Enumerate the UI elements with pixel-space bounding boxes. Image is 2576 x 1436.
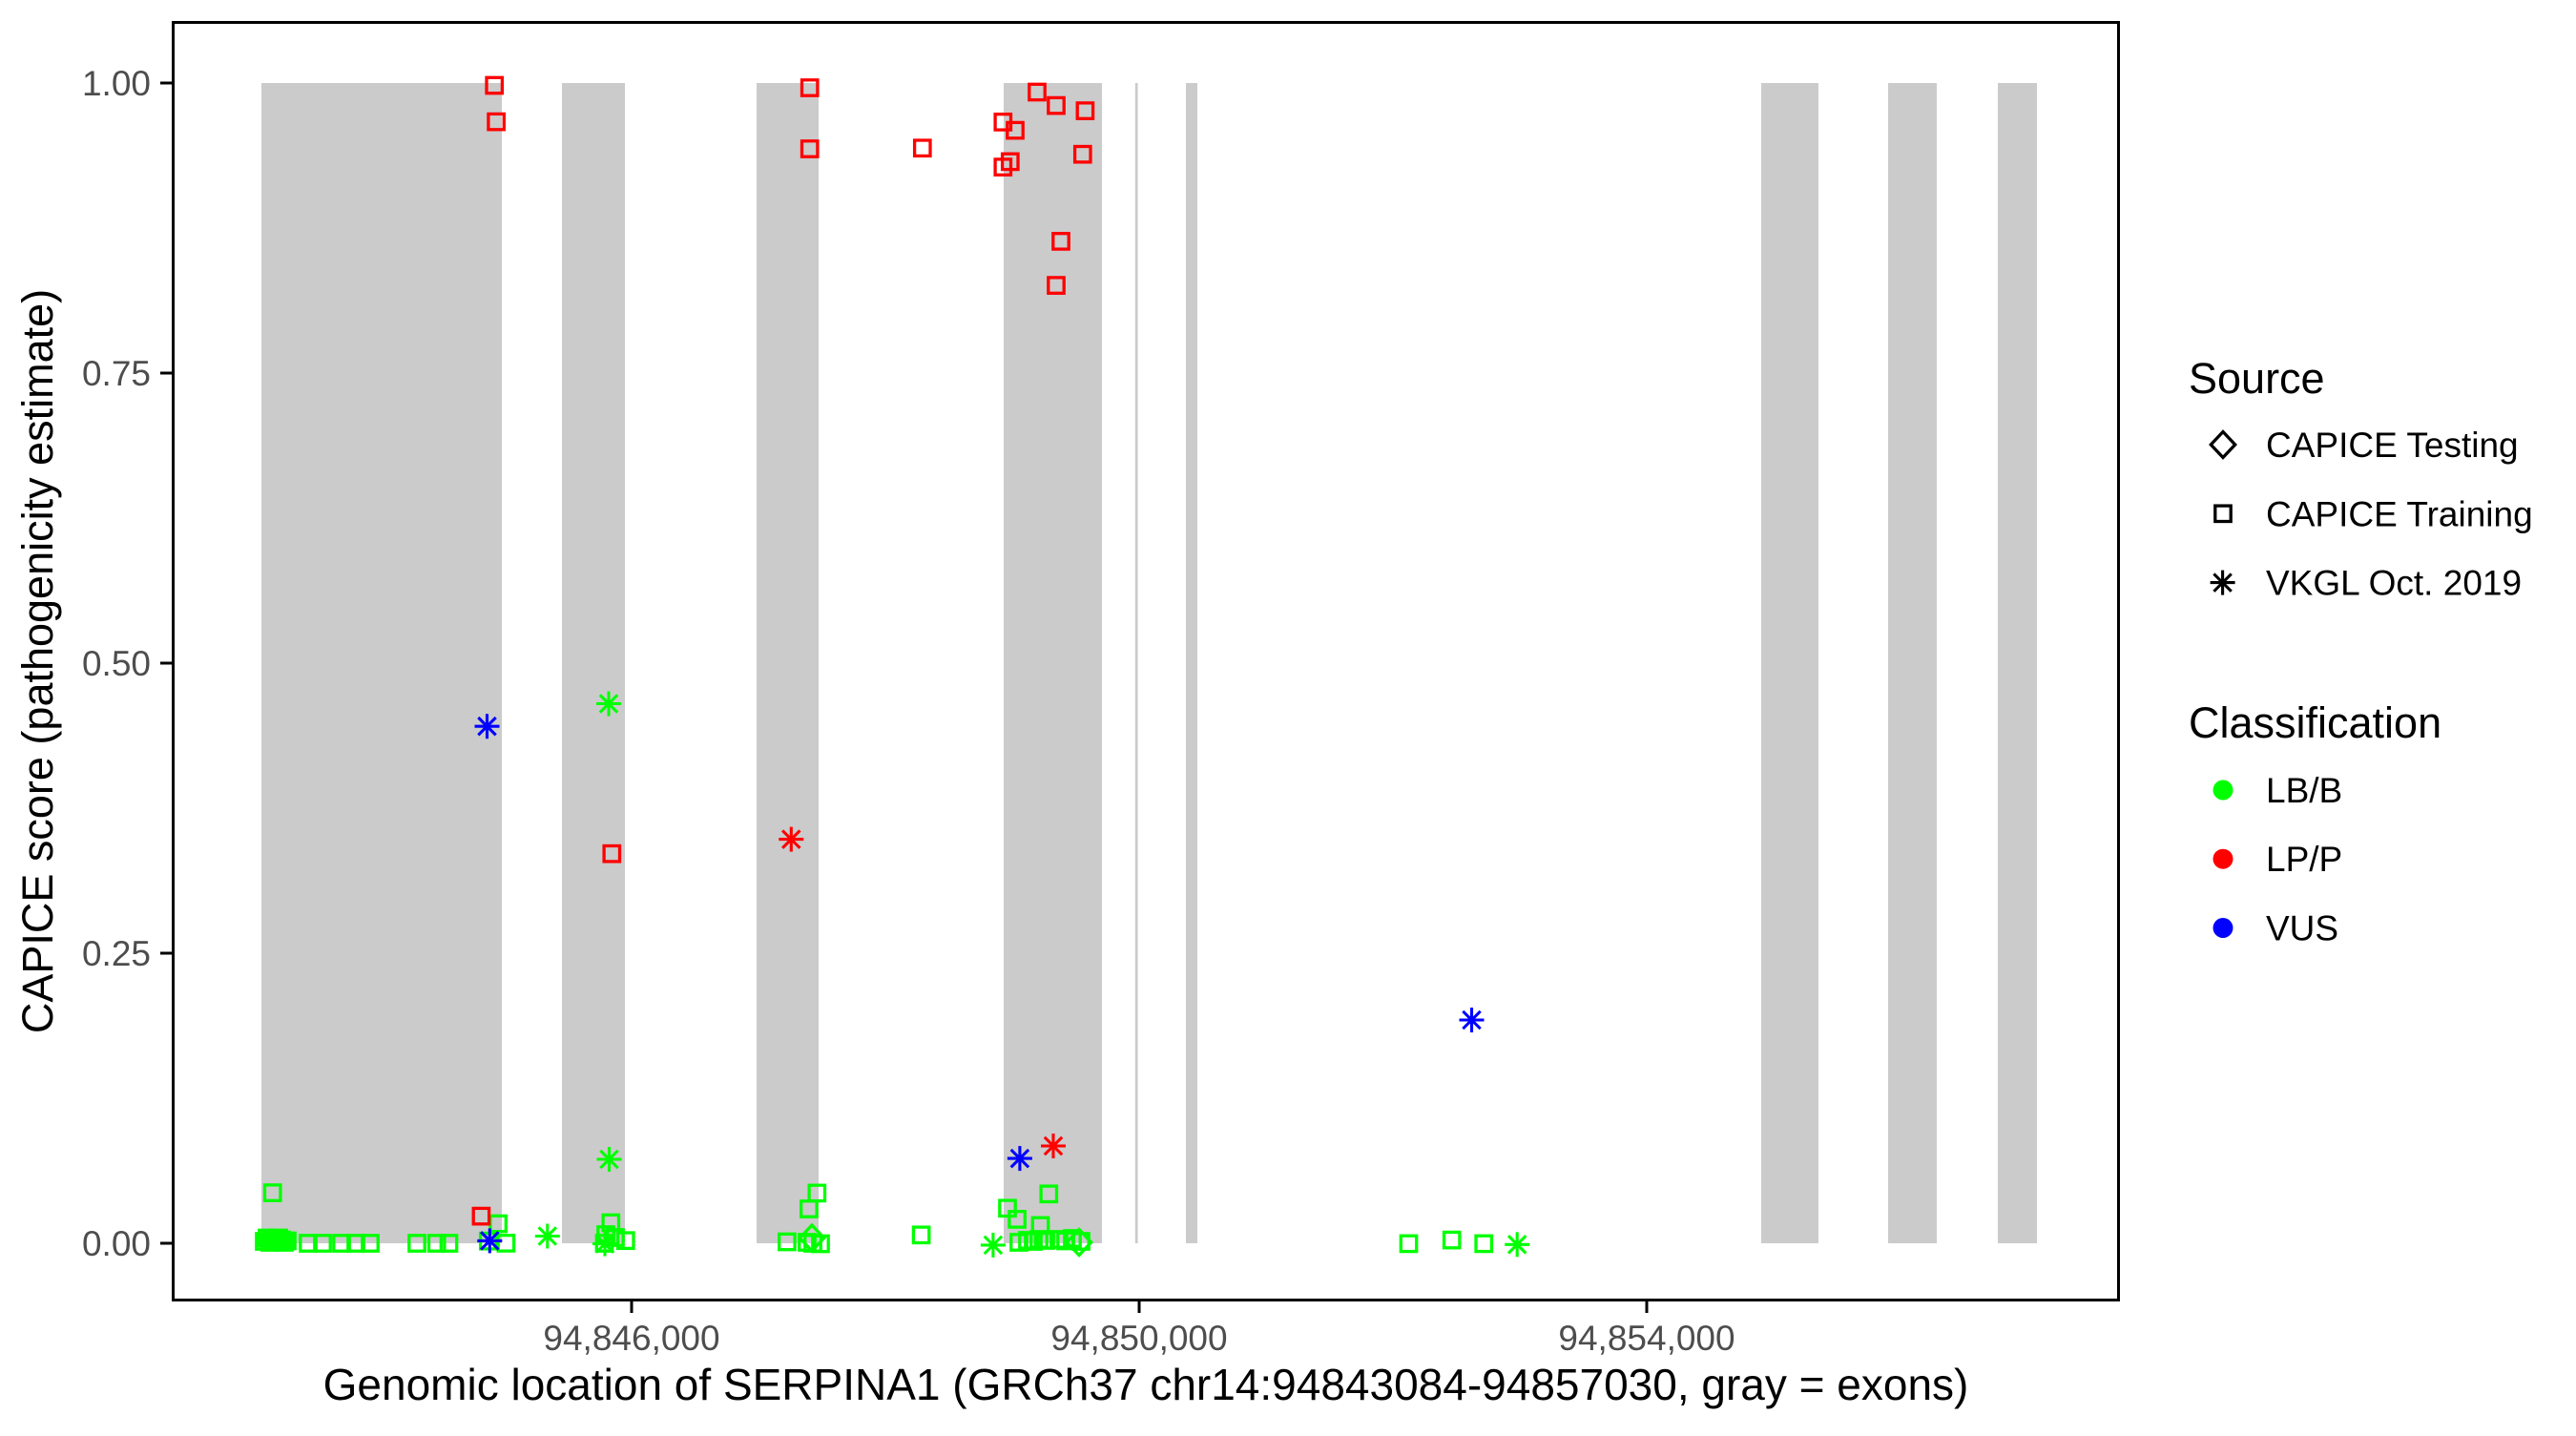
svg-text:94,850,000: 94,850,000 <box>1050 1319 1227 1358</box>
svg-text:VUS: VUS <box>2266 909 2338 948</box>
svg-text:0.00: 0.00 <box>82 1224 151 1263</box>
svg-text:LB/B: LB/B <box>2266 771 2342 810</box>
svg-text:0.75: 0.75 <box>82 354 151 393</box>
svg-text:CAPICE Testing: CAPICE Testing <box>2266 426 2519 465</box>
svg-text:94,846,000: 94,846,000 <box>543 1319 719 1358</box>
svg-text:94,854,000: 94,854,000 <box>1558 1319 1735 1358</box>
svg-text:LP/P: LP/P <box>2266 840 2342 879</box>
svg-text:1.00: 1.00 <box>82 64 151 103</box>
svg-text:Source: Source <box>2189 354 2325 403</box>
svg-text:CAPICE Training: CAPICE Training <box>2266 494 2533 533</box>
svg-text:Genomic location of SERPINA1 (: Genomic location of SERPINA1 (GRCh37 chr… <box>323 1360 1969 1409</box>
svg-text:CAPICE score (pathogenicity es: CAPICE score (pathogenicity estimate) <box>13 289 62 1033</box>
svg-text:VKGL Oct. 2019: VKGL Oct. 2019 <box>2266 564 2522 603</box>
svg-text:0.50: 0.50 <box>82 644 151 683</box>
svg-text:0.25: 0.25 <box>82 934 151 973</box>
svg-text:Classification: Classification <box>2189 698 2441 747</box>
